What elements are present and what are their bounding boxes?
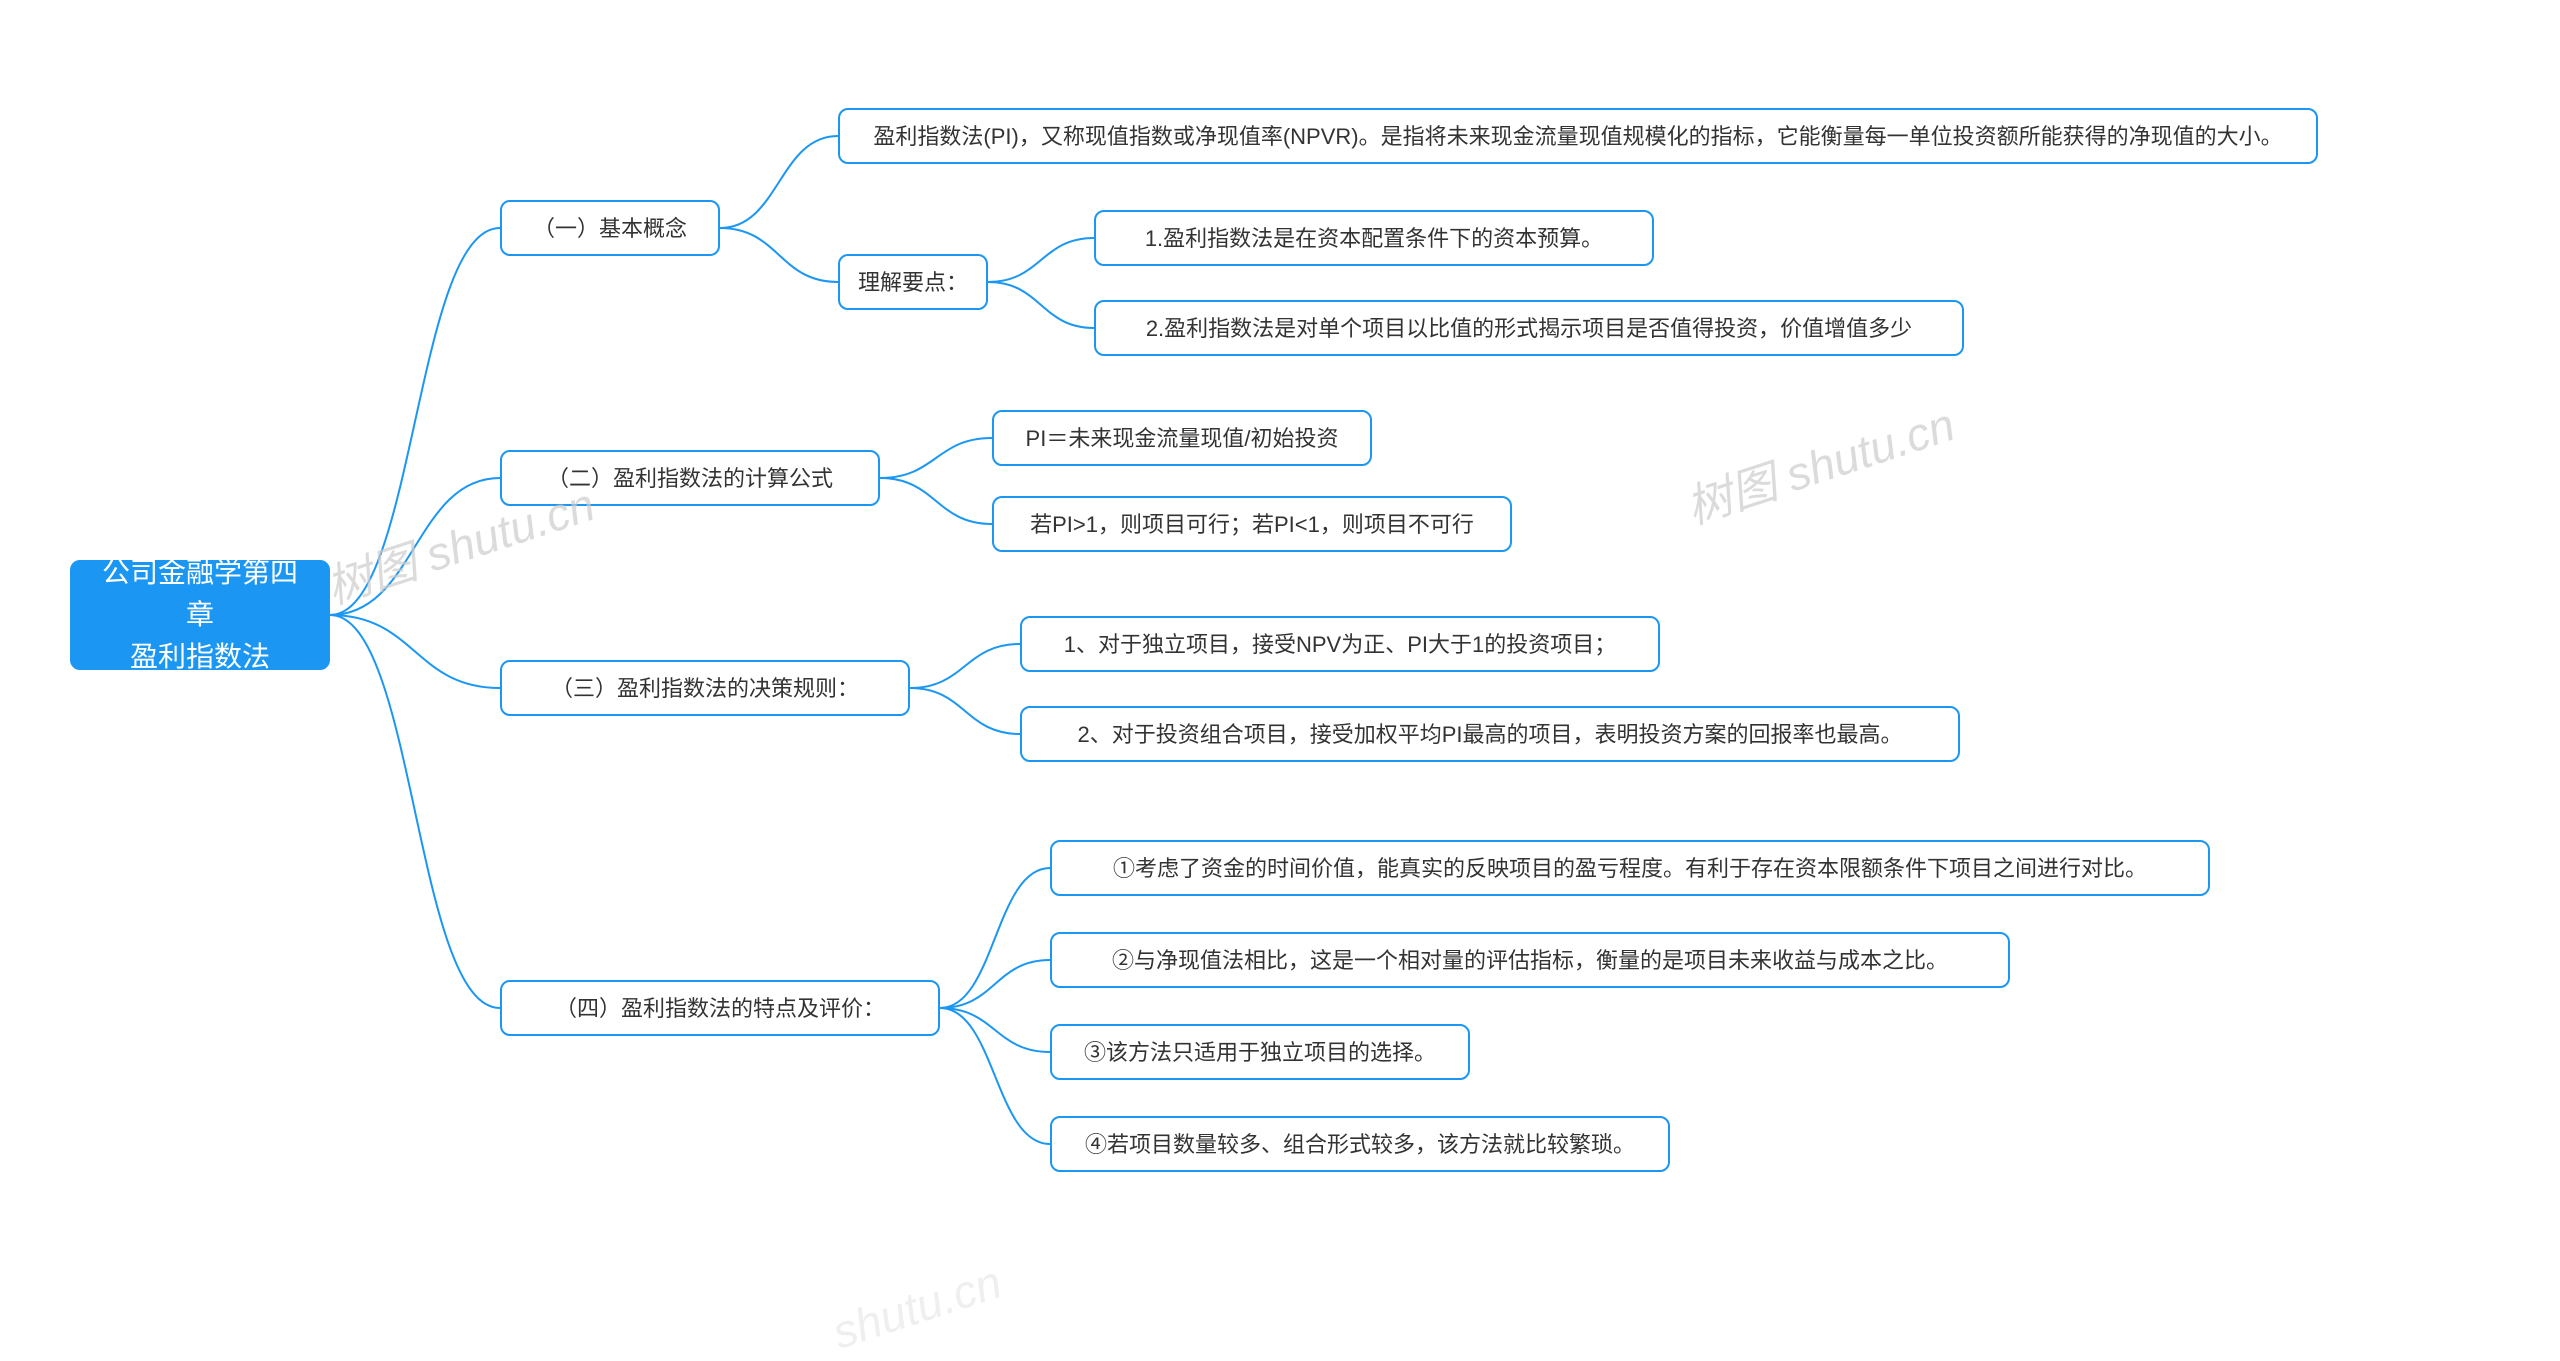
connector [330, 478, 500, 615]
branch-3-child-1[interactable]: 1、对于独立项目，接受NPV为正、PI大于1的投资项目； [1020, 616, 1660, 672]
branch-3-label: （三）盈利指数法的决策规则： [551, 672, 859, 705]
connector [988, 238, 1094, 282]
branch-3-child-2[interactable]: 2、对于投资组合项目，接受加权平均PI最高的项目，表明投资方案的回报率也最高。 [1020, 706, 1960, 762]
leaf-label: ①考虑了资金的时间价值，能真实的反映项目的盈亏程度。有利于存在资本限额条件下项目… [1113, 852, 2147, 885]
branch-4-child-4[interactable]: ④若项目数量较多、组合形式较多，该方法就比较繁琐。 [1050, 1116, 1670, 1172]
connector [988, 282, 1094, 328]
branch-1-child-2[interactable]: 理解要点： [838, 254, 988, 310]
branch-1-child-2-child-2[interactable]: 2.盈利指数法是对单个项目以比值的形式揭示项目是否值得投资，价值增值多少 [1094, 300, 1964, 356]
connector [330, 228, 500, 615]
mindmap-canvas: 公司金融学第四章盈利指数法 （一）基本概念 盈利指数法(PI)，又称现值指数或净… [0, 0, 2560, 1361]
leaf-label: 1.盈利指数法是在资本配置条件下的资本预算。 [1145, 222, 1603, 255]
branch-2-child-2[interactable]: 若PI>1，则项目可行；若PI<1，则项目不可行 [992, 496, 1512, 552]
connector [910, 644, 1020, 688]
leaf-label: ③该方法只适用于独立项目的选择。 [1084, 1036, 1436, 1069]
connector [940, 1008, 1050, 1144]
leaf-label: 若PI>1，则项目可行；若PI<1，则项目不可行 [1030, 508, 1474, 541]
root-node[interactable]: 公司金融学第四章盈利指数法 [70, 560, 330, 670]
leaf-label: 2.盈利指数法是对单个项目以比值的形式揭示项目是否值得投资，价值增值多少 [1146, 312, 1912, 345]
branch-1-label: （一）基本概念 [533, 212, 687, 245]
root-label: 公司金融学第四章盈利指数法 [90, 552, 310, 678]
branch-3[interactable]: （三）盈利指数法的决策规则： [500, 660, 910, 716]
branch-4-child-3[interactable]: ③该方法只适用于独立项目的选择。 [1050, 1024, 1470, 1080]
connector [720, 228, 838, 282]
leaf-label: 盈利指数法(PI)，又称现值指数或净现值率(NPVR)。是指将未来现金流量现值规… [873, 120, 2282, 153]
watermark-2: 树图 shutu.cn [1677, 389, 1962, 538]
branch-2-label: （二）盈利指数法的计算公式 [547, 462, 833, 495]
branch-4-child-1[interactable]: ①考虑了资金的时间价值，能真实的反映项目的盈亏程度。有利于存在资本限额条件下项目… [1050, 840, 2210, 896]
connector [880, 438, 992, 478]
watermark-3: shutu.cn [826, 1254, 1008, 1359]
branch-1[interactable]: （一）基本概念 [500, 200, 720, 256]
branch-2-child-1[interactable]: PI＝未来现金流量现值/初始投资 [992, 410, 1372, 466]
leaf-label: 1、对于独立项目，接受NPV为正、PI大于1的投资项目； [1064, 628, 1617, 661]
branch-4[interactable]: （四）盈利指数法的特点及评价： [500, 980, 940, 1036]
connector [940, 960, 1050, 1008]
connector [940, 868, 1050, 1008]
branch-1-child-1[interactable]: 盈利指数法(PI)，又称现值指数或净现值率(NPVR)。是指将未来现金流量现值规… [838, 108, 2318, 164]
connector [880, 478, 992, 524]
branch-1-child-2-child-1[interactable]: 1.盈利指数法是在资本配置条件下的资本预算。 [1094, 210, 1654, 266]
connector [940, 1008, 1050, 1052]
connector [910, 688, 1020, 734]
connector [720, 136, 838, 228]
branch-2[interactable]: （二）盈利指数法的计算公式 [500, 450, 880, 506]
leaf-label: ④若项目数量较多、组合形式较多，该方法就比较繁琐。 [1085, 1128, 1635, 1161]
branch-4-label: （四）盈利指数法的特点及评价： [555, 992, 885, 1025]
leaf-label: PI＝未来现金流量现值/初始投资 [1026, 422, 1339, 455]
connector [330, 615, 500, 1008]
leaf-label: 理解要点： [858, 266, 968, 299]
leaf-label: ②与净现值法相比，这是一个相对量的评估指标，衡量的是项目未来收益与成本之比。 [1112, 944, 1948, 977]
leaf-label: 2、对于投资组合项目，接受加权平均PI最高的项目，表明投资方案的回报率也最高。 [1077, 718, 1902, 751]
connector [330, 615, 500, 688]
branch-4-child-2[interactable]: ②与净现值法相比，这是一个相对量的评估指标，衡量的是项目未来收益与成本之比。 [1050, 932, 2010, 988]
